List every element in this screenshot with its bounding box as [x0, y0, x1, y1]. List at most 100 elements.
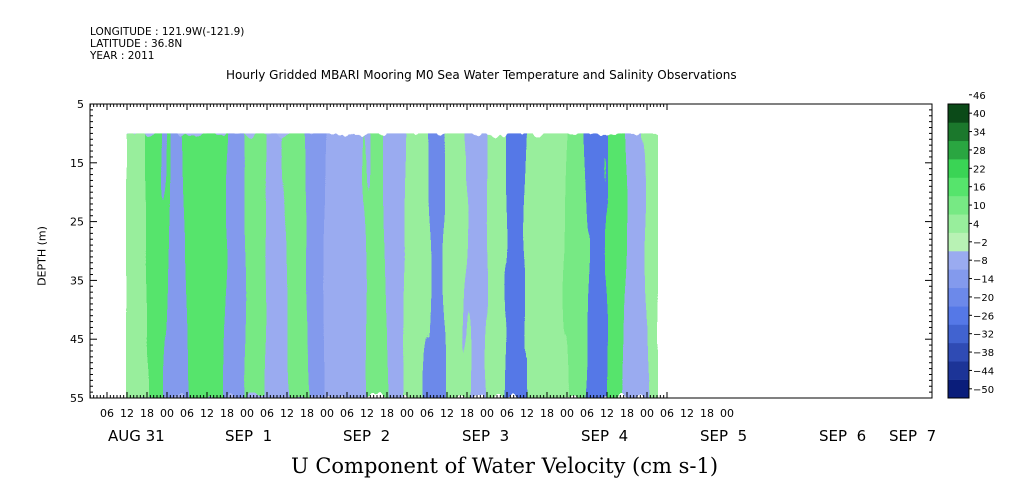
colorbar-cell — [948, 214, 969, 233]
x-hour-tick-label: 06 — [260, 407, 274, 420]
x-day-label: AUG 31 — [108, 427, 165, 445]
x-hour-tick-label: 06 — [660, 407, 674, 420]
colorbar-cell — [948, 251, 969, 270]
plot-axes: 5 15 25 35 45 55 06 12 18 00 06 12 18 00 06 12 18 00 06 12 1… — [70, 98, 936, 445]
x-hour-tick-label: 06 — [500, 407, 514, 420]
colorbar-label: 10 — [973, 201, 986, 212]
colorbar-cell — [948, 324, 969, 344]
heatmap-band — [286, 133, 308, 398]
colorbar-cell — [948, 361, 969, 380]
heatmap-band — [126, 133, 148, 398]
heatmap-band — [586, 133, 608, 398]
colorbar-cell — [948, 306, 969, 325]
heatmap-band — [546, 133, 568, 398]
heatmap-band — [226, 133, 248, 398]
colorbar-label: −50 — [973, 385, 994, 396]
heatmap-band — [526, 133, 548, 398]
x-hour-tick-label: 18 — [540, 407, 554, 420]
x-hour-tick-label: 18 — [620, 407, 634, 420]
x-axis-label: U Component of Water Velocity (cm s-1) — [290, 454, 719, 478]
colorbar-cell — [948, 140, 969, 160]
x-hour-tick-label: 12 — [120, 407, 134, 420]
colorbar-cell — [948, 269, 969, 289]
colorbar-cell — [948, 342, 969, 362]
x-hour-tick-label: 06 — [180, 407, 194, 420]
y-tick-label: 45 — [70, 333, 84, 346]
heatmap-band — [246, 133, 268, 398]
colorbar-label: −38 — [973, 348, 994, 359]
colorbar-label: 16 — [973, 183, 986, 194]
y-tick-label: 25 — [70, 216, 84, 229]
colorbar-cell — [948, 195, 969, 215]
colorbar-cell — [948, 159, 969, 178]
x-hour-tick-label: 12 — [520, 407, 534, 420]
colorbar-label: −20 — [973, 293, 994, 304]
x-hour-tick-label: 06 — [340, 407, 354, 420]
colorbar-label: −14 — [973, 275, 994, 286]
colorbar-cell — [948, 232, 969, 252]
x-hour-tick-label: 00 — [400, 407, 414, 420]
x-day-label: SEP 4 — [581, 427, 628, 445]
x-hour-tick-label: 18 — [140, 407, 154, 420]
heatmap-band — [386, 133, 408, 398]
heatmap-band — [606, 133, 628, 398]
heatmap-band — [466, 133, 488, 398]
x-hour-tick-label: 00 — [640, 407, 654, 420]
heatmap-band — [486, 133, 508, 398]
colorbar-label: −8 — [973, 256, 988, 267]
x-hour-tick-label: 06 — [100, 407, 114, 420]
x-day-label: SEP 7 — [889, 427, 936, 445]
x-hour-tick-label: 00 — [560, 407, 574, 420]
x-hour-tick-label: 18 — [300, 407, 314, 420]
longitude-label: LONGITUDE : 121.9W(-121.9) — [90, 26, 245, 38]
colorbar-label: 34 — [973, 128, 986, 139]
x-hour-tick-label: 18 — [700, 407, 714, 420]
x-hour-tick-label: 12 — [680, 407, 694, 420]
heatmap-band — [406, 133, 428, 398]
heatmap-field — [115, 111, 675, 411]
heatmap-band — [566, 133, 588, 398]
heatmap-band — [306, 133, 328, 398]
heatmap-band — [426, 133, 448, 398]
x-hour-tick-label: 12 — [600, 407, 614, 420]
y-tick-label: 15 — [70, 157, 84, 170]
x-day-label: SEP 5 — [700, 427, 747, 445]
colorbar-label: 4 — [973, 219, 979, 230]
heatmap-band — [266, 133, 288, 398]
colorbar-label: 40 — [973, 109, 986, 120]
y-tick-label: 35 — [70, 274, 84, 287]
colorbar-label: −2 — [973, 238, 988, 249]
x-hour-tick-label: 00 — [320, 407, 334, 420]
x-hour-tick-label: 18 — [460, 407, 474, 420]
x-hour-tick-label: 12 — [200, 407, 214, 420]
colorbar-label: −26 — [973, 311, 994, 322]
heatmap-band — [146, 133, 168, 398]
colorbar-label: −44 — [973, 366, 994, 377]
colorbar-cell — [948, 287, 969, 307]
year-label: YEAR : 2011 — [90, 50, 155, 62]
colorbar-cell — [948, 104, 969, 123]
heatmap-band — [626, 133, 648, 398]
colorbar-label: 22 — [973, 164, 986, 175]
x-day-label: SEP 6 — [819, 427, 866, 445]
x-hour-tick-label: 00 — [720, 407, 734, 420]
x-hour-tick-label: 00 — [160, 407, 174, 420]
colorbar-cell — [948, 379, 969, 399]
x-hour-tick-label: 06 — [580, 407, 594, 420]
heatmap-band — [506, 133, 528, 398]
heatmap-band — [186, 133, 228, 398]
x-hour-tick-label: 12 — [360, 407, 374, 420]
colorbar-cell — [948, 177, 969, 197]
heatmap-band — [366, 133, 388, 398]
colorbar-cell — [948, 122, 969, 142]
x-day-label: SEP 2 — [343, 427, 390, 445]
x-day-label: SEP 3 — [462, 427, 509, 445]
heatmap-band — [646, 133, 658, 398]
x-hour-tick-label: 12 — [280, 407, 294, 420]
x-hour-tick-label: 00 — [480, 407, 494, 420]
y-tick-label: 5 — [77, 98, 84, 111]
heatmap-band — [166, 133, 188, 398]
heatmap-band — [326, 133, 368, 398]
colorbar: 46 40 34 28 22 16 10 4 −2 −8 −14 −20 −26 −32 −38 −44 −50 — [947, 91, 994, 399]
